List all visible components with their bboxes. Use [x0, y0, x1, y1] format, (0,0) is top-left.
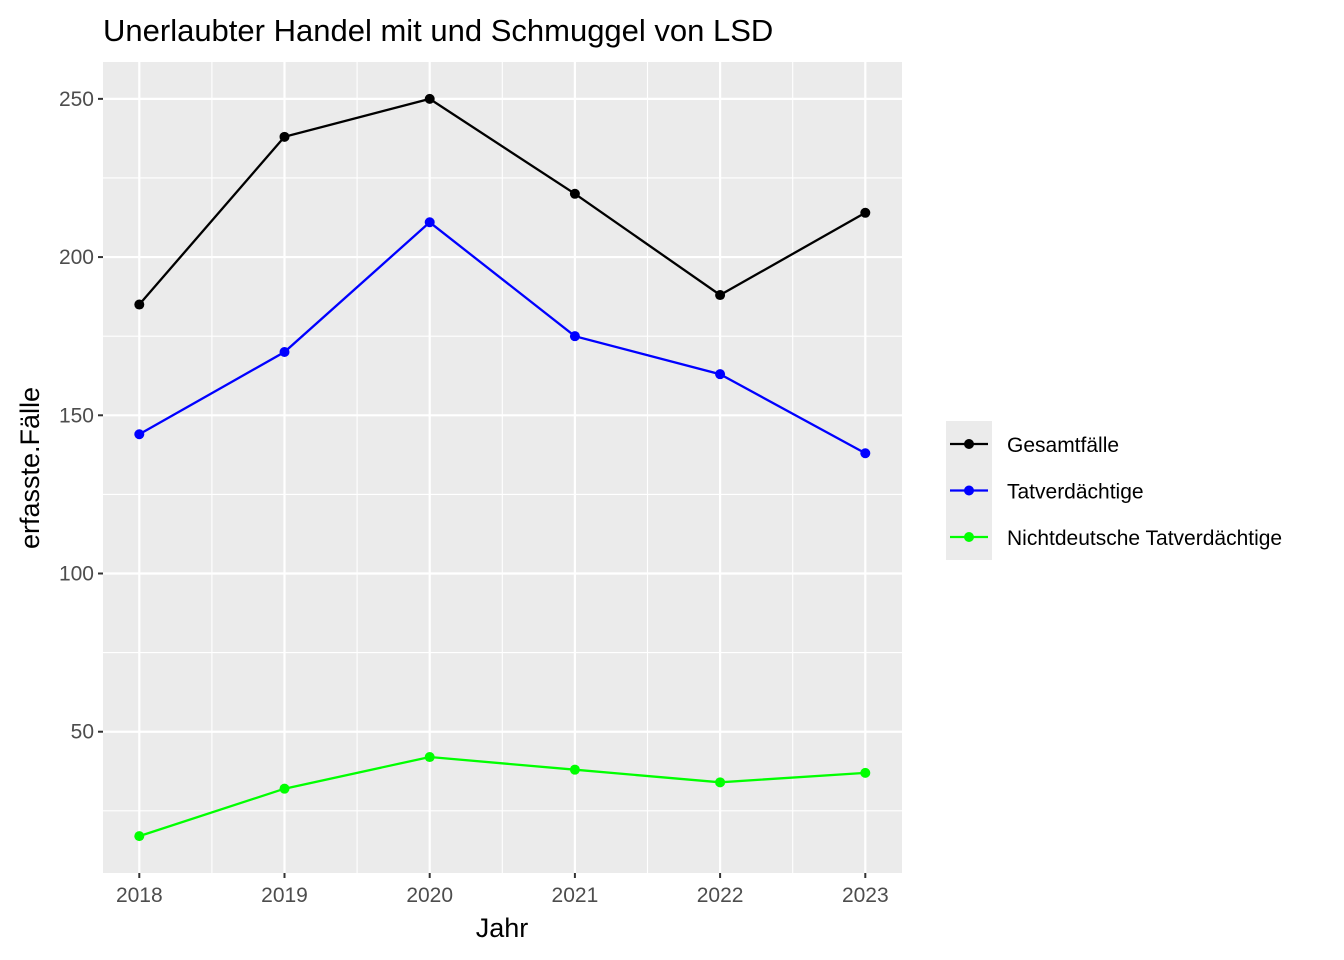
data-point: [715, 777, 726, 788]
data-point: [424, 752, 435, 763]
data-point: [715, 290, 726, 301]
y-axis: 50 100 150 200 250: [59, 88, 103, 744]
legend-label: Gesamtfälle: [1007, 434, 1119, 457]
data-point: [569, 331, 580, 342]
data-point: [860, 767, 871, 778]
legend-key-point: [964, 439, 974, 449]
legend: Gesamtfälle Tatverdächtige Nichtdeutsche T…: [946, 421, 1282, 560]
data-point: [569, 764, 580, 775]
x-tick-label: 2019: [261, 884, 308, 907]
data-point: [279, 131, 290, 142]
data-point: [134, 299, 145, 310]
x-axis-title: Jahr: [476, 913, 529, 943]
legend-label: Nichtdeutsche Tatverdächtige: [1007, 527, 1282, 550]
series-line-1: [138, 220, 866, 455]
data-point: [134, 429, 145, 440]
series-lines: [138, 97, 866, 838]
data-point: [424, 217, 435, 228]
y-tick-label: 250: [59, 88, 94, 111]
data-point: [569, 188, 580, 199]
x-tick-label: 2020: [406, 884, 453, 907]
y-axis-title: erfasste.Fälle: [15, 387, 45, 549]
x-axis: 2018 2019 2020 2021 2022 2023: [116, 873, 889, 907]
y-tick-label: 100: [59, 563, 94, 586]
y-tick-label: 200: [59, 246, 94, 269]
series-line-2: [138, 755, 866, 838]
chart-title: Unerlaubter Handel mit und Schmuggel von…: [103, 13, 773, 48]
data-point: [424, 93, 435, 104]
legend-label: Tatverdächtige: [1007, 481, 1144, 504]
data-point: [279, 347, 290, 358]
data-point: [860, 448, 871, 459]
x-tick-label: 2018: [116, 884, 163, 907]
series-line-0: [138, 97, 866, 306]
legend-key-point: [964, 485, 974, 496]
x-tick-label: 2022: [697, 884, 744, 907]
data-point: [279, 783, 290, 794]
series-points: [134, 93, 871, 842]
y-tick-label: 150: [59, 404, 94, 427]
x-tick-label: 2021: [552, 884, 599, 907]
y-tick-label: 50: [71, 721, 94, 744]
data-point: [860, 207, 871, 218]
data-point: [715, 369, 726, 380]
data-point: [134, 831, 145, 842]
major-gridlines: [103, 62, 902, 873]
x-tick-label: 2023: [842, 884, 889, 907]
legend-key-point: [964, 532, 974, 542]
minor-gridlines: [103, 62, 902, 873]
